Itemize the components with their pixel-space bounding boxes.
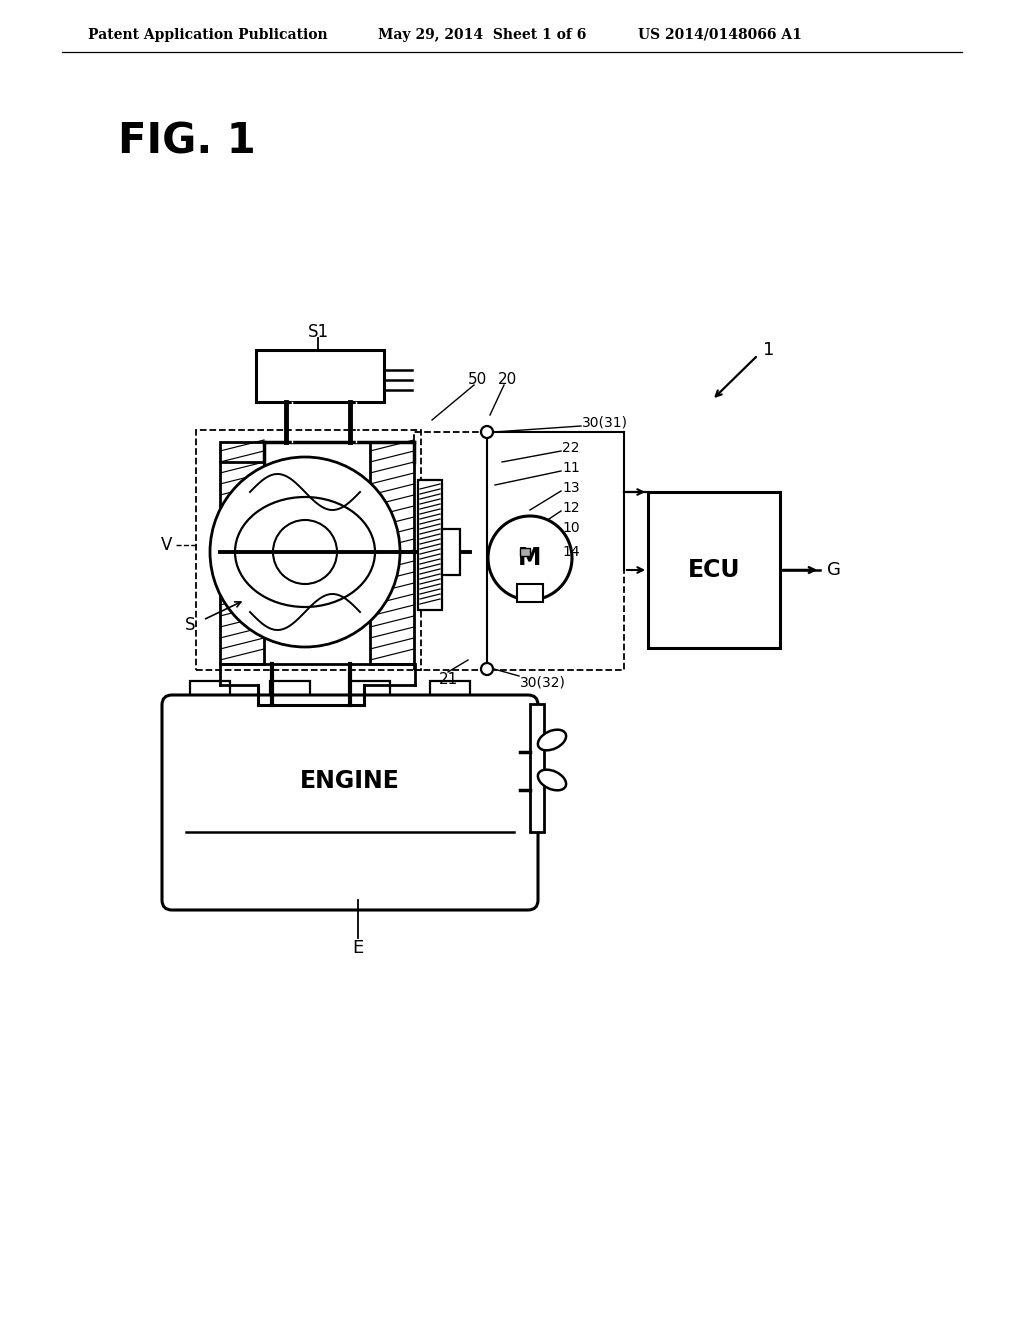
Text: 30(32): 30(32) — [520, 675, 566, 689]
Bar — [520, 548, 530, 556]
Bar — [220, 442, 264, 664]
Text: 12: 12 — [562, 502, 580, 515]
Circle shape — [481, 663, 493, 675]
Bar — [648, 492, 780, 648]
Bar — [270, 681, 310, 705]
Circle shape — [273, 520, 337, 583]
Bar — [370, 442, 414, 664]
Text: 21: 21 — [438, 672, 458, 688]
Ellipse shape — [538, 770, 566, 791]
Text: 22: 22 — [562, 441, 580, 455]
Text: 10: 10 — [562, 521, 580, 535]
Text: 20: 20 — [498, 372, 517, 388]
FancyBboxPatch shape — [162, 696, 538, 909]
Text: S1: S1 — [307, 323, 329, 341]
Text: May 29, 2014  Sheet 1 of 6: May 29, 2014 Sheet 1 of 6 — [378, 28, 587, 42]
Text: 14: 14 — [562, 545, 580, 558]
Bar — [442, 529, 460, 576]
Bar — [414, 432, 624, 671]
Bar — [196, 430, 421, 671]
Ellipse shape — [234, 498, 375, 607]
Text: V: V — [161, 536, 172, 554]
Text: US 2014/0148066 A1: US 2014/0148066 A1 — [638, 28, 802, 42]
Text: Patent Application Publication: Patent Application Publication — [88, 28, 328, 42]
Ellipse shape — [538, 730, 566, 750]
Circle shape — [488, 516, 572, 601]
Text: ENGINE: ENGINE — [300, 768, 400, 792]
Bar — [190, 681, 230, 705]
Text: 13: 13 — [562, 480, 580, 495]
Bar — [517, 583, 543, 602]
Bar — [256, 350, 384, 403]
Text: 1: 1 — [763, 341, 774, 359]
Text: 30(31): 30(31) — [582, 414, 628, 429]
Text: FIG. 1: FIG. 1 — [118, 121, 256, 162]
Text: ECU: ECU — [688, 558, 740, 582]
Text: M: M — [518, 546, 542, 570]
Bar — [530, 704, 544, 832]
Text: S: S — [184, 616, 195, 634]
Text: 11: 11 — [562, 461, 580, 475]
Bar — [350, 681, 390, 705]
Text: E: E — [352, 939, 364, 957]
Text: G: G — [827, 561, 841, 579]
Circle shape — [210, 457, 400, 647]
Circle shape — [481, 426, 493, 438]
Text: 50: 50 — [468, 372, 487, 388]
Bar — [430, 681, 470, 705]
Bar — [418, 480, 442, 610]
